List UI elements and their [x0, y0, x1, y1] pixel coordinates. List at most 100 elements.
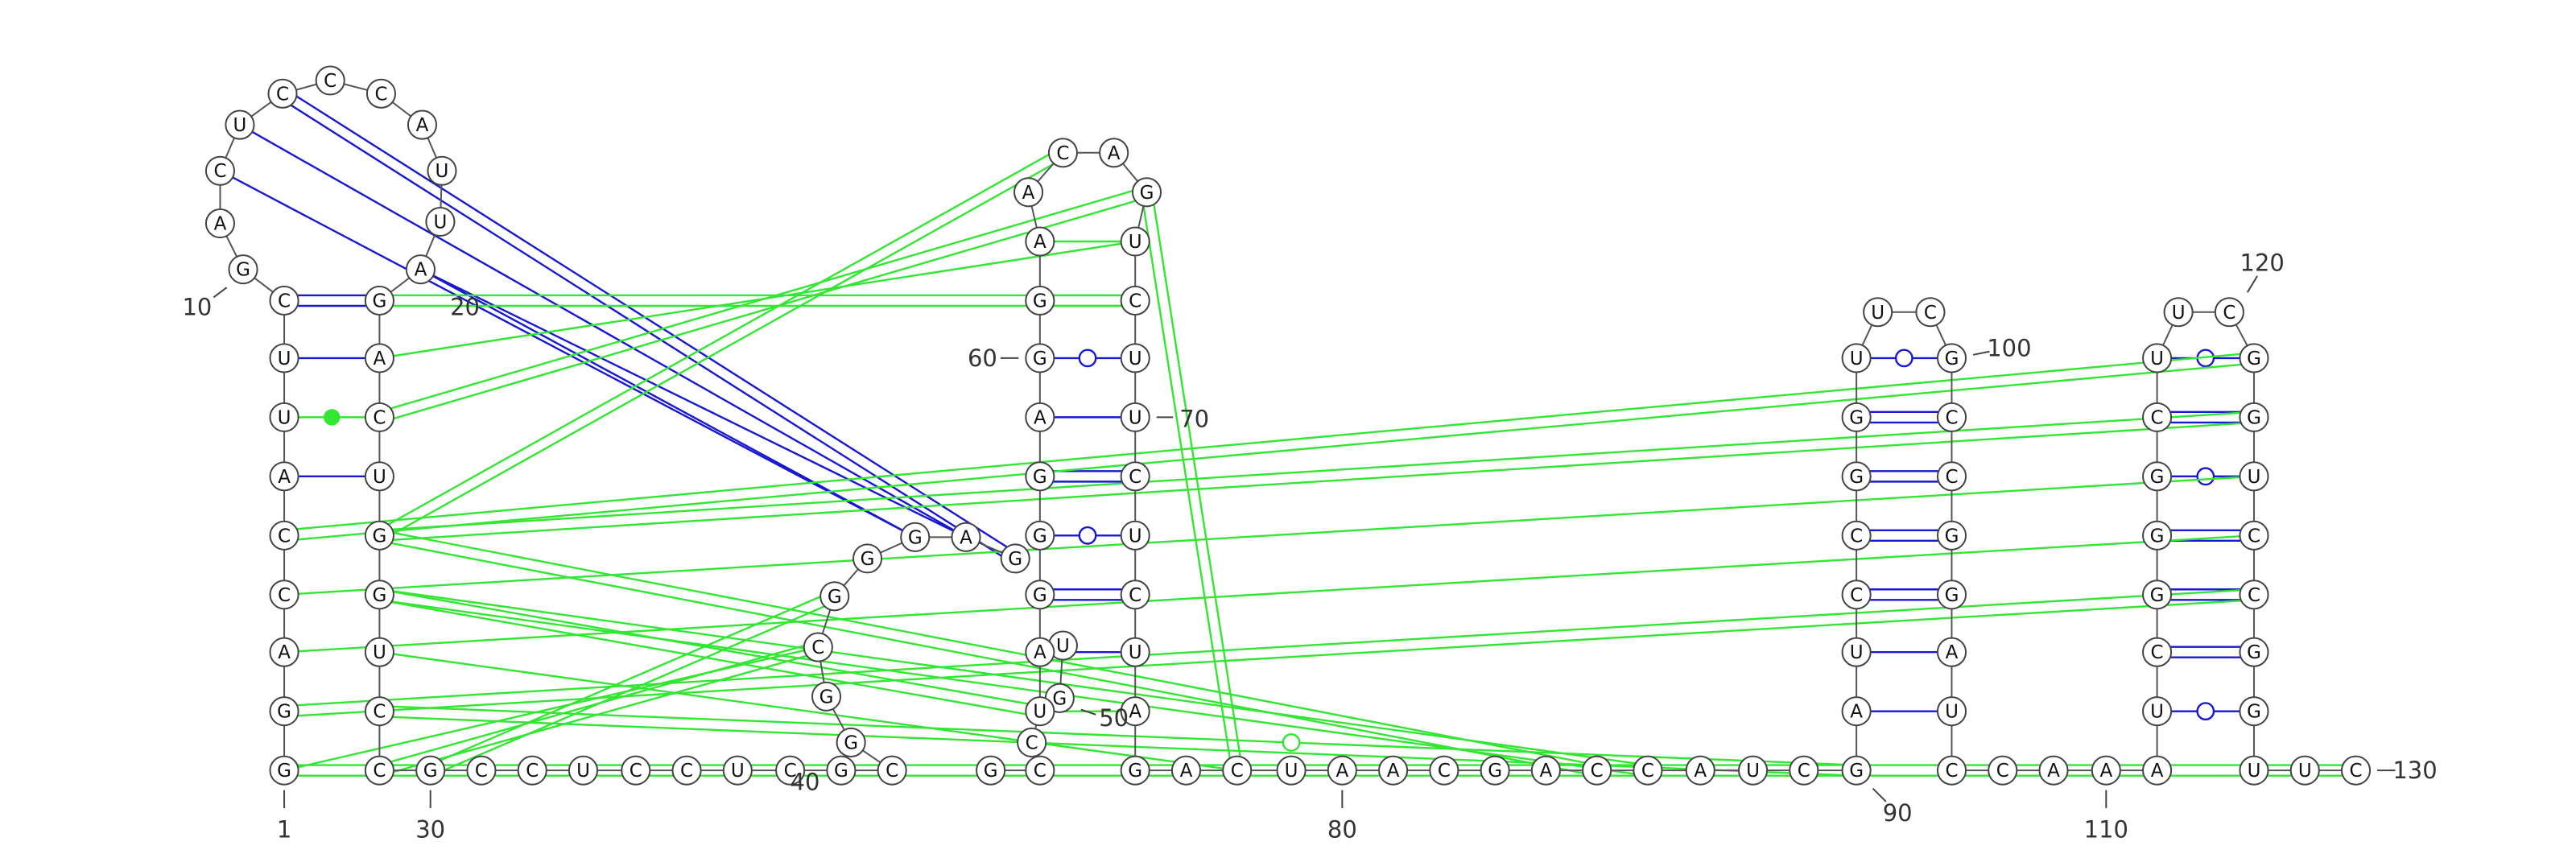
nucleotide: G — [2239, 637, 2269, 667]
nucleotide-label: G — [834, 761, 848, 782]
pair-line — [382, 156, 1067, 542]
nucleotide-circle — [1025, 520, 1055, 551]
pair-line — [427, 590, 833, 767]
nucleotide-circle — [1841, 637, 1872, 667]
position-number: 110 — [2084, 816, 2128, 844]
nucleotide-circle — [1025, 696, 1055, 727]
nucleotide-label: C — [886, 761, 898, 782]
nucleotide-circle — [877, 755, 907, 786]
nucleotide: C — [621, 755, 651, 786]
pair-line — [431, 600, 837, 777]
nucleotide: C — [877, 755, 907, 786]
nucleotide-label: C — [1129, 291, 1141, 311]
nucleotide-circle — [1582, 755, 1612, 786]
pair-line — [380, 588, 1042, 708]
position-number: 20 — [450, 294, 480, 321]
nucleotide-circle — [1013, 177, 1044, 208]
nucleotide: C — [1841, 520, 1872, 551]
nucleotide-label: C — [1850, 585, 1863, 606]
nucleotide-label: G — [373, 526, 387, 547]
nucleotide-label: C — [1996, 761, 2009, 782]
nucleotide: C — [364, 402, 394, 432]
nucleotide: A — [1013, 177, 1044, 208]
nucleotide-circle — [364, 343, 394, 373]
nucleotide-circle — [1841, 755, 1872, 786]
nucleotide: G — [1936, 343, 1967, 373]
nucleotide-label: A — [1034, 642, 1046, 663]
nucleotide-label: A — [1180, 761, 1193, 782]
nucleotide: U — [425, 206, 456, 237]
wobble-mark — [1078, 526, 1097, 545]
nucleotide: G — [2142, 461, 2173, 492]
nucleotide-label: A — [1034, 232, 1046, 253]
nucleotide-label: C — [213, 161, 226, 182]
number-tick — [213, 287, 228, 299]
nucleotide-label: G — [423, 761, 438, 782]
nucleotide-label: C — [373, 702, 386, 723]
wobble-mark — [1894, 349, 1913, 368]
nucleotide-label: G — [984, 761, 998, 782]
nucleotide: U — [364, 461, 394, 492]
pairs — [219, 88, 2356, 777]
nucleotide-label: A — [374, 349, 386, 369]
nucleotide: U — [427, 155, 457, 186]
nucleotide: U — [2289, 755, 2320, 786]
nucleotide-circle — [267, 78, 298, 109]
nucleotide-label: C — [2248, 526, 2260, 547]
nucleotide-label: U — [2248, 761, 2261, 782]
nucleotide-label: U — [1056, 636, 1070, 657]
nucleotide-circle — [269, 580, 299, 610]
nucleotide-label: U — [233, 115, 247, 136]
nucleotide: G — [900, 522, 931, 552]
nucleotide-label: G — [1945, 349, 1959, 369]
nucleotide-circle — [2239, 755, 2269, 786]
nucleotide: U — [2163, 297, 2194, 328]
nucleotide-label: U — [1850, 349, 1864, 369]
nucleotide: G — [228, 254, 258, 285]
nucleotide-circle — [1841, 343, 1872, 373]
nucleotide-label: G — [1945, 526, 1959, 547]
nucleotide-label: G — [1849, 467, 1864, 488]
nucleotide-label: C — [1438, 761, 1451, 782]
nucleotide-label: U — [278, 349, 291, 369]
nucleotide-label: U — [373, 642, 386, 663]
nucleotide: U — [1025, 696, 1055, 727]
nucleotide: G — [2239, 696, 2269, 727]
nucleotide: C — [364, 755, 394, 786]
nucleotide-label: A — [1335, 761, 1348, 782]
nucleotide-label: A — [960, 527, 972, 548]
nucleotide: U — [269, 343, 299, 373]
nucleotide-circle — [1120, 226, 1150, 257]
nucleotide-label: A — [416, 115, 429, 136]
nucleotide-label: C — [324, 71, 336, 92]
nucleotide-label: A — [1108, 143, 1121, 164]
nucleotide-circle — [1025, 461, 1055, 492]
pair-line — [419, 268, 916, 538]
nucleotide: A — [2038, 755, 2069, 786]
nucleotide: C — [2142, 637, 2173, 667]
pair-line — [378, 186, 1146, 414]
nucleotide-circle — [2239, 402, 2269, 432]
nucleotide-circle — [1936, 520, 1967, 551]
nucleotide: G — [1025, 343, 1055, 373]
nucleotide-circle — [722, 755, 753, 786]
wobble-mark — [2196, 467, 2215, 486]
pair-line — [379, 704, 1857, 766]
number-tick — [1872, 787, 1887, 802]
nucleotide-label: C — [2151, 642, 2164, 663]
nucleotide: U — [1120, 637, 1150, 667]
nucleotide-label: G — [2247, 407, 2261, 428]
nucleotide-label: G — [2247, 702, 2261, 723]
nucleotide: G — [852, 543, 883, 574]
nucleotide-circle — [364, 580, 394, 610]
nucleotide-circle — [204, 155, 236, 186]
nucleotide-label: G — [1033, 467, 1047, 488]
nucleotide-circle — [269, 343, 299, 373]
nucleotide: C — [775, 755, 806, 786]
nucleotide-label: A — [1034, 407, 1046, 428]
nucleotide: A — [269, 637, 299, 667]
nucleotide: A — [1025, 637, 1055, 667]
nucleotide-circle — [269, 520, 299, 551]
pair-line — [379, 651, 1237, 772]
nucleotide: A — [364, 343, 394, 373]
